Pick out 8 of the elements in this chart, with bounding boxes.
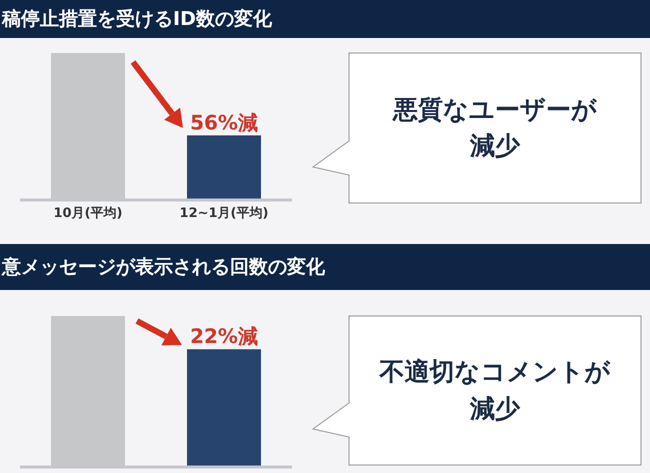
- text: 不適切なコメントが減少: [378, 356, 612, 424]
- x-tick-label: 10月(平均): [54, 206, 122, 222]
- chart-title: 稿停止措置を受けるID数の変化: [0, 0, 650, 38]
- text: 悪質なユーザーが減少: [391, 94, 598, 162]
- chart-title: 意メッセージが表示される回数の変化: [0, 244, 650, 290]
- annotation: 56%減: [190, 110, 258, 134]
- x-tick-label: 12~1月(平均): [180, 206, 268, 222]
- annotation: 22%減: [190, 324, 258, 348]
